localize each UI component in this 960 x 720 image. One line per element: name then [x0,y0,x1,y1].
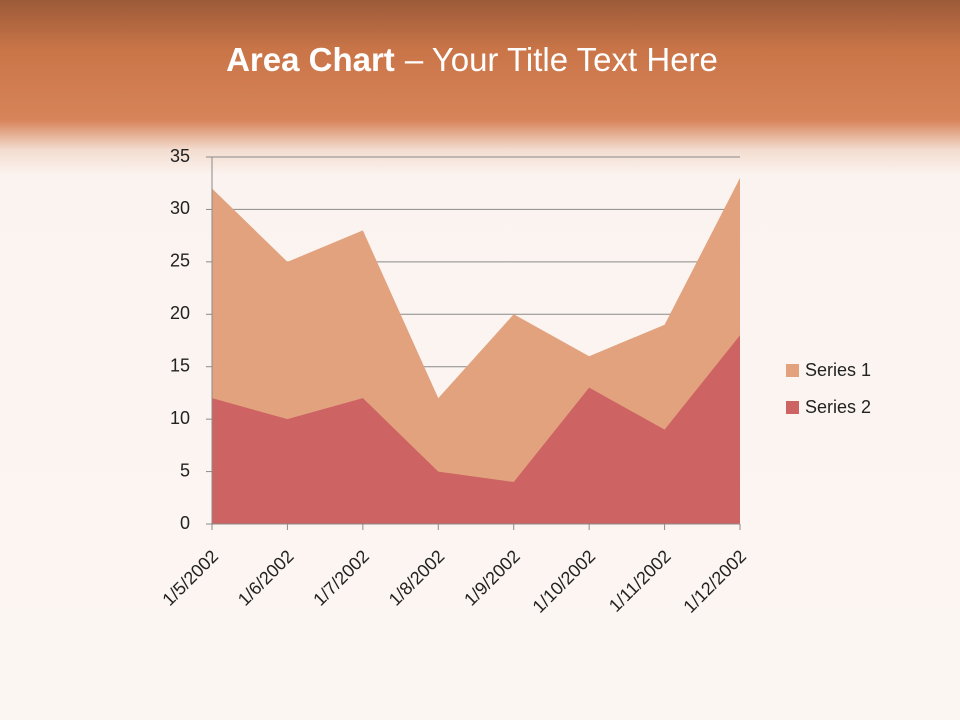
legend-label: Series 2 [805,397,871,417]
y-tick-label: 15 [170,355,190,375]
x-tick-label: 1/12/2002 [679,546,750,617]
title-bold: Area Chart [226,41,395,78]
x-tick-label: 1/11/2002 [605,546,675,616]
x-tick-label: 1/7/2002 [309,546,373,610]
area [212,335,740,524]
legend-label: Series 1 [805,360,871,380]
y-tick-label: 20 [170,303,190,323]
chart-title: Area Chart – Your Title Text Here [226,41,718,78]
title-rest: – Your Title Text Here [405,41,718,78]
y-tick-label: 10 [170,408,190,428]
x-tick-label: 1/9/2002 [460,546,524,610]
legend-swatch [786,401,799,414]
y-tick-label: 30 [170,198,190,218]
y-tick-label: 35 [170,146,190,166]
x-tick-label: 1/6/2002 [234,546,298,610]
y-tick-label: 5 [180,460,190,480]
x-tick-label: 1/5/2002 [158,546,222,610]
x-tick-label: 1/10/2002 [529,546,600,617]
y-tick-label: 0 [180,513,190,533]
legend-swatch [786,364,799,377]
y-tick-label: 25 [170,251,190,271]
x-tick-label: 1/8/2002 [385,546,449,610]
